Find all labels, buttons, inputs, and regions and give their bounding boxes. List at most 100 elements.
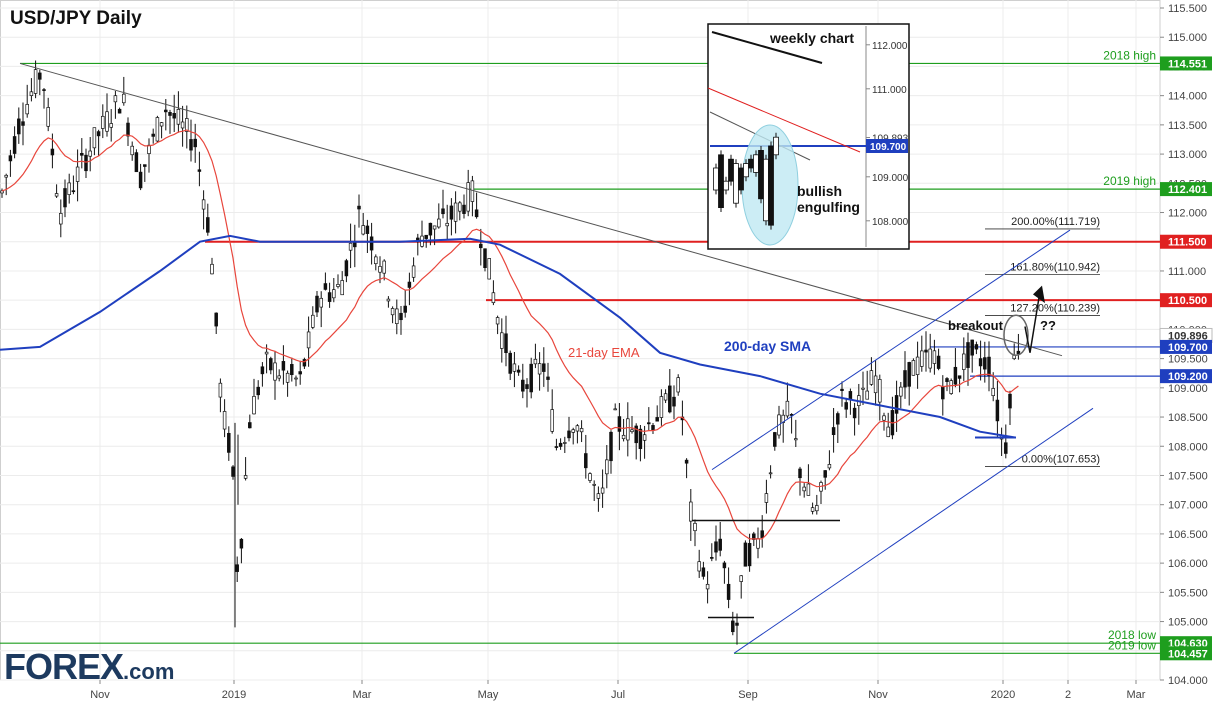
y-tick-label: 105.000 (1168, 617, 1208, 629)
inset-candle-body (743, 163, 749, 178)
x-tick-label: May (478, 689, 499, 701)
sma-label: 200-day SMA (724, 338, 811, 354)
candle-body (445, 222, 449, 227)
inset-trend-line (711, 31, 823, 64)
candle-body (831, 427, 836, 436)
candle-body (529, 363, 533, 393)
candle-body (63, 188, 67, 208)
y-tick-label: 113.000 (1168, 149, 1207, 161)
channel-top-line (711, 229, 1071, 471)
inset-y-label: 111.000 (872, 85, 907, 96)
candle-body (369, 236, 374, 251)
inset-note: bullish (797, 183, 842, 199)
candle-body (96, 131, 101, 137)
candle-body (500, 332, 504, 349)
inset-candle-body (753, 154, 759, 173)
candle-body (113, 95, 118, 103)
breakout-label: breakout (948, 318, 1004, 333)
logo-suffix: .com (123, 659, 175, 684)
inset-note: engulfing (797, 199, 860, 215)
candle-body (117, 108, 122, 114)
inset-candle-body (773, 136, 779, 156)
candle-body (487, 258, 491, 280)
candle-body (621, 434, 626, 440)
candle-body (596, 493, 601, 499)
candle-body (647, 422, 651, 425)
candle-body (315, 295, 319, 313)
candle-body (411, 265, 416, 278)
candle-body (130, 145, 134, 156)
candle-body (970, 339, 974, 356)
inset-candle-body (728, 158, 734, 182)
inset-candle-body (758, 149, 764, 200)
candle-body (180, 121, 185, 129)
candle-body (894, 395, 899, 414)
candle-body (302, 359, 307, 367)
candle-body (865, 390, 869, 400)
candle-body (71, 190, 76, 193)
inset-candle-body (723, 180, 729, 191)
price-tag (1160, 56, 1212, 71)
candle-body (684, 459, 689, 464)
candle-body (344, 260, 349, 277)
candle-body (252, 395, 256, 415)
candle-body (159, 122, 164, 127)
inset-y-label: 108.000 (872, 217, 909, 228)
inset-title: weekly chart (769, 30, 854, 46)
candle-body (924, 349, 928, 353)
downtrend-line (19, 62, 1063, 357)
candle-body (1004, 442, 1008, 454)
candle-body (458, 202, 462, 212)
candle-body (592, 483, 596, 486)
candle-body (689, 501, 693, 522)
candle-body (294, 377, 298, 380)
x-tick-label: 2019 (222, 689, 246, 701)
candle-body (848, 391, 853, 400)
candle-body (613, 408, 617, 411)
candle-body (84, 154, 88, 172)
candle-body (630, 429, 634, 433)
candle-body (206, 217, 210, 233)
candle-body (815, 505, 819, 512)
candle-body (550, 409, 554, 432)
candle-body (794, 438, 798, 441)
price-tag (1160, 369, 1212, 384)
ema-label: 21-day EMA (568, 345, 640, 360)
candle-body (38, 72, 42, 80)
inset-level-tag-label: 109.700 (870, 142, 907, 153)
candle-body (626, 418, 630, 441)
candle-body (735, 622, 739, 626)
candle-body (882, 415, 886, 421)
level-label: 2018 low (1108, 628, 1156, 642)
x-tick-label: 2 (1065, 689, 1071, 701)
candle-body (978, 358, 983, 367)
candle-body (798, 468, 802, 479)
inset-candle-body (718, 154, 724, 209)
candle-body (516, 369, 521, 373)
level-label: 2019 high (1103, 174, 1156, 188)
candle-body (995, 399, 1000, 422)
candle-body (953, 366, 958, 385)
candle-body (67, 182, 71, 195)
candle-body (705, 583, 710, 590)
candle-body (353, 241, 357, 248)
candle-body (785, 400, 790, 417)
candle-body (185, 118, 189, 132)
candle-body (437, 218, 441, 228)
candle-body (659, 396, 664, 418)
candle-body (21, 121, 25, 126)
y-tick-label: 108.500 (1168, 412, 1208, 424)
inset-candle-body (763, 158, 769, 222)
candle-body (33, 69, 38, 94)
candle-body (428, 222, 433, 236)
candle-body (164, 109, 168, 113)
level-label: 2018 high (1103, 48, 1156, 62)
candle-body (290, 364, 294, 376)
candle-body (731, 620, 735, 633)
candle-body (810, 507, 815, 512)
inset-y-label: 109.000 (872, 173, 909, 184)
breakout-circle (1003, 314, 1029, 356)
candle-body (248, 422, 252, 429)
candle-body (432, 225, 437, 230)
candle-body (760, 530, 764, 538)
